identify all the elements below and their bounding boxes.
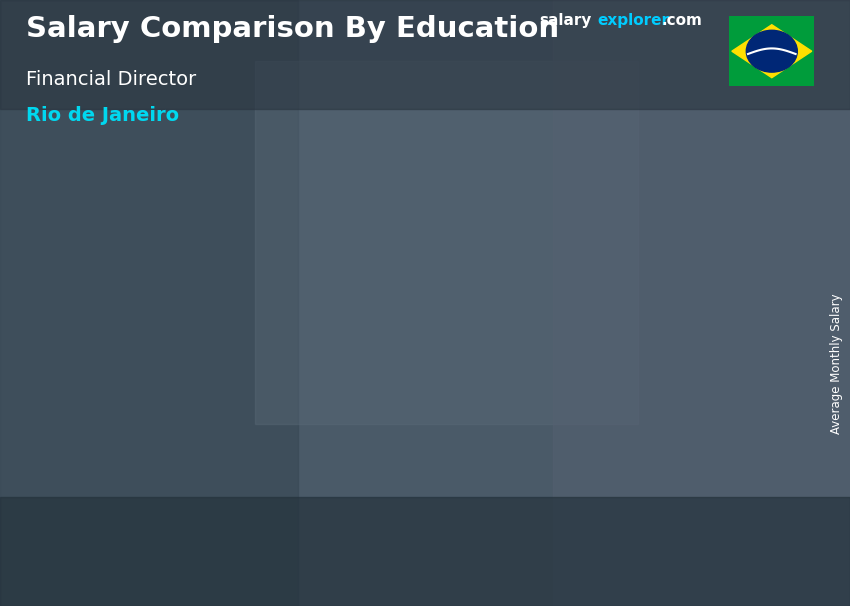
Bar <box>110 398 177 527</box>
Polygon shape <box>529 305 539 527</box>
Text: Average Monthly Salary: Average Monthly Salary <box>830 293 843 434</box>
Text: Rio de Janeiro: Rio de Janeiro <box>26 106 178 125</box>
Bar <box>552 0 850 606</box>
Text: +45%: +45% <box>371 236 444 256</box>
Text: .com: .com <box>661 13 702 28</box>
Bar <box>255 61 638 424</box>
Polygon shape <box>286 370 362 375</box>
Text: 29,600 BRL: 29,600 BRL <box>625 217 718 232</box>
Polygon shape <box>732 25 812 78</box>
Bar <box>0 0 850 109</box>
Polygon shape <box>110 394 186 398</box>
Text: 13,200 BRL: 13,200 BRL <box>96 378 190 393</box>
Polygon shape <box>353 375 362 527</box>
Polygon shape <box>462 302 539 305</box>
Bar <box>638 237 706 527</box>
Bar <box>462 305 529 527</box>
Text: salary: salary <box>540 13 592 28</box>
Circle shape <box>746 30 797 72</box>
Bar <box>286 375 353 527</box>
Text: 15,600 BRL: 15,600 BRL <box>273 355 366 369</box>
Text: Salary Comparison By Education: Salary Comparison By Education <box>26 15 558 43</box>
Polygon shape <box>706 237 715 527</box>
Bar <box>0 497 850 606</box>
Text: 22,600 BRL: 22,600 BRL <box>449 285 542 301</box>
Text: explorer: explorer <box>598 13 670 28</box>
Text: +18%: +18% <box>196 304 267 324</box>
Bar <box>0 0 298 606</box>
Text: Financial Director: Financial Director <box>26 70 196 88</box>
Polygon shape <box>638 233 715 237</box>
Polygon shape <box>177 398 186 527</box>
Text: +31%: +31% <box>547 167 620 187</box>
